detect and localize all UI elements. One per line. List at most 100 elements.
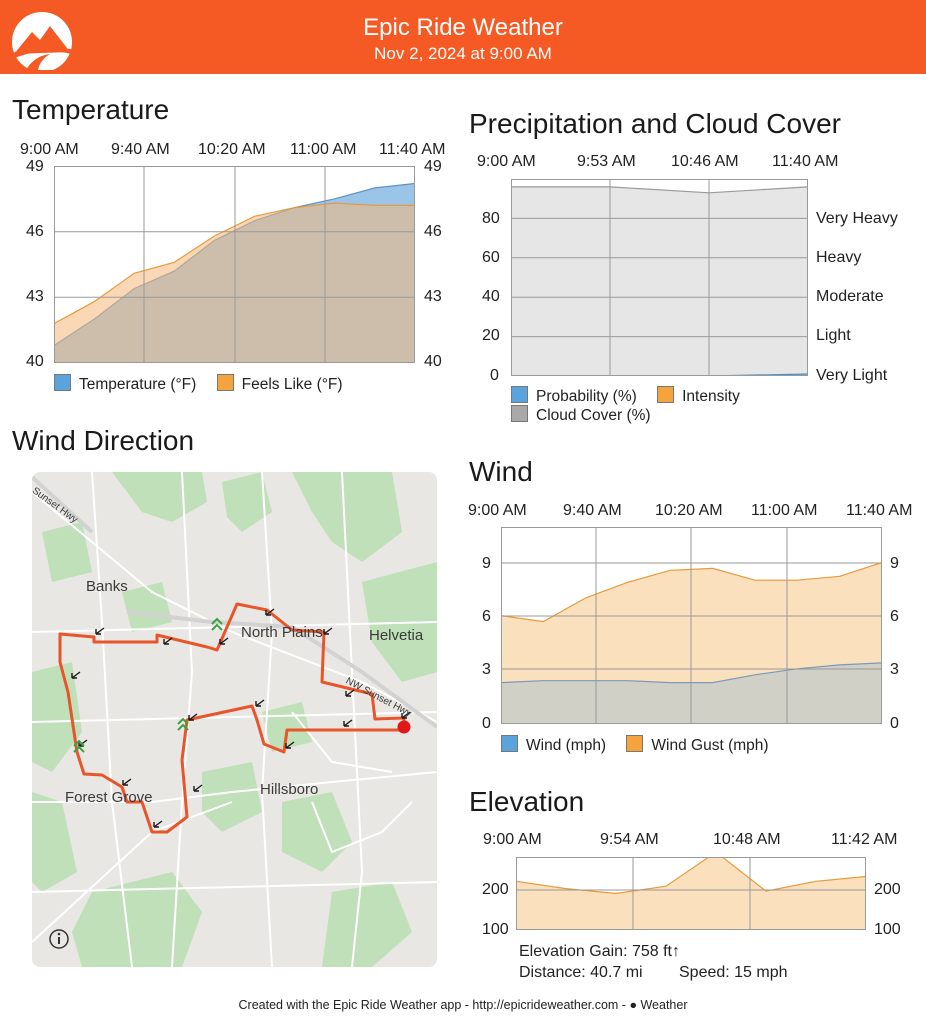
app-title: Epic Ride Weather bbox=[363, 14, 563, 41]
elevation-series-line bbox=[516, 857, 866, 895]
precip-x-tick: 9:00 AM bbox=[477, 153, 536, 170]
legend-item-feels-like: Feels Like (°F) bbox=[216, 374, 343, 393]
temp-y-tick-right: 49 bbox=[424, 158, 442, 175]
route-start-marker bbox=[397, 720, 411, 734]
legend-item-wind: Wind (mph) bbox=[501, 735, 606, 754]
elev-x-tick: 9:54 AM bbox=[600, 831, 659, 848]
precip-y-tick: 80 bbox=[482, 210, 500, 227]
precip-x-tick: 10:46 AM bbox=[671, 153, 739, 170]
precip-legend: Probability (%) Intensity bbox=[511, 386, 756, 406]
wind-x-tick: 10:20 AM bbox=[655, 502, 723, 519]
temp-x-tick: 10:20 AM bbox=[198, 141, 266, 158]
temperature-legend: Temperature (°F) Feels Like (°F) bbox=[54, 374, 359, 394]
cloud-cover-series-line bbox=[511, 186, 808, 194]
precip-x-tick: 11:40 AM bbox=[772, 153, 839, 170]
intensity-label: Moderate bbox=[816, 288, 884, 305]
speed: Speed: 15 mph bbox=[679, 964, 788, 981]
wind-title: Wind bbox=[469, 456, 533, 487]
elev-y-tick-right: 200 bbox=[874, 881, 901, 898]
elevation-series-area bbox=[516, 857, 866, 930]
plot-border bbox=[511, 179, 808, 376]
wind-chart bbox=[501, 527, 882, 724]
plot-border bbox=[54, 166, 415, 363]
map-highways bbox=[32, 475, 437, 729]
legend-item-wind-gust: Wind Gust (mph) bbox=[626, 735, 769, 754]
plot-border bbox=[516, 857, 866, 930]
intensity-label: Light bbox=[816, 327, 851, 344]
precip-title: Precipitation and Cloud Cover bbox=[469, 108, 841, 139]
distance: Distance: 40.7 mi bbox=[519, 964, 643, 981]
wind-x-tick: 11:40 AM bbox=[846, 502, 913, 519]
legend-item-temperature: Temperature (°F) bbox=[54, 374, 196, 393]
footer: Created with the Epic Ride Weather app -… bbox=[0, 998, 926, 1012]
elev-y-tick-right: 100 bbox=[874, 921, 901, 938]
wind-y-tick-right: 3 bbox=[890, 661, 899, 678]
temp-y-tick-right: 43 bbox=[424, 288, 442, 305]
map-label-banks: Banks bbox=[86, 578, 128, 595]
legend-item-cloud-cover: Cloud Cover (%) bbox=[511, 405, 651, 424]
temp-x-tick: 11:40 AM bbox=[379, 141, 446, 158]
mountain-road-logo-icon bbox=[4, 12, 82, 70]
wind-x-tick: 9:40 AM bbox=[563, 502, 622, 519]
temperature-chart bbox=[54, 166, 415, 363]
elev-x-tick: 9:00 AM bbox=[483, 831, 542, 848]
wind-y-tick: 3 bbox=[482, 661, 491, 678]
elev-x-tick: 11:42 AM bbox=[831, 831, 898, 848]
route-direction-chevrons bbox=[73, 617, 223, 753]
wind-y-tick: 9 bbox=[482, 555, 491, 572]
elev-y-tick: 100 bbox=[482, 921, 509, 938]
temp-y-tick: 43 bbox=[26, 288, 44, 305]
intensity-label: Heavy bbox=[816, 249, 862, 266]
temp-y-tick-right: 46 bbox=[424, 223, 442, 240]
apple-icon: ● bbox=[629, 998, 637, 1012]
precip-y-tick: 60 bbox=[482, 249, 500, 266]
precip-chart bbox=[511, 179, 808, 376]
elev-x-tick: 10:48 AM bbox=[713, 831, 781, 848]
ride-start-datetime: Nov 2, 2024 at 9:00 AM bbox=[374, 44, 552, 63]
wind-y-tick: 0 bbox=[482, 715, 491, 732]
temp-y-tick-right: 40 bbox=[424, 353, 442, 370]
wind-y-tick-right: 9 bbox=[890, 555, 899, 572]
temp-x-tick: 11:00 AM bbox=[290, 141, 357, 158]
temp-x-tick: 9:40 AM bbox=[111, 141, 170, 158]
route-path bbox=[58, 602, 406, 834]
precip-x-tick: 9:53 AM bbox=[577, 153, 636, 170]
wind-y-tick-right: 6 bbox=[890, 608, 899, 625]
temp-y-tick: 40 bbox=[26, 353, 44, 370]
elev-y-tick: 200 bbox=[482, 881, 509, 898]
info-icon[interactable] bbox=[49, 929, 69, 949]
map-canvas bbox=[32, 472, 437, 967]
wind-y-tick: 6 bbox=[482, 608, 491, 625]
app-header: Epic Ride Weather Nov 2, 2024 at 9:00 AM bbox=[0, 0, 926, 74]
temperature-title: Temperature bbox=[12, 94, 170, 125]
footer-text: Created with the Epic Ride Weather app -… bbox=[238, 998, 630, 1012]
map-parks bbox=[32, 472, 437, 967]
wind-x-tick: 11:00 AM bbox=[751, 502, 818, 519]
map-label-forest-grove: Forest Grove bbox=[65, 789, 153, 806]
elevation-chart bbox=[516, 857, 866, 930]
intensity-label: Very Heavy bbox=[816, 210, 898, 227]
wind-arrows bbox=[71, 608, 411, 828]
legend-item-probability: Probability (%) bbox=[511, 386, 637, 405]
precip-y-tick: 0 bbox=[490, 367, 499, 384]
intensity-label: Very Light bbox=[816, 367, 888, 384]
wind-y-tick-right: 0 bbox=[890, 715, 899, 732]
wind-direction-title: Wind Direction bbox=[12, 425, 195, 456]
temp-y-tick: 49 bbox=[26, 158, 44, 175]
precip-y-tick: 20 bbox=[482, 327, 500, 344]
route-map[interactable]: Banks North Plains Helvetia Forest Grove… bbox=[32, 472, 437, 967]
map-label-north-plains: North Plains bbox=[241, 624, 323, 641]
cloud-cover-series-area bbox=[511, 186, 808, 376]
plot-border bbox=[501, 527, 882, 724]
map-label-helvetia: Helvetia bbox=[369, 627, 424, 644]
temp-x-tick: 9:00 AM bbox=[20, 141, 79, 158]
temp-y-tick: 46 bbox=[26, 223, 44, 240]
elevation-title: Elevation bbox=[469, 786, 585, 817]
elevation-gain: Elevation Gain: 758 ft↑ bbox=[519, 943, 680, 960]
precip-y-tick: 40 bbox=[482, 288, 500, 305]
footer-weather-label: Weather bbox=[640, 998, 688, 1012]
wind-legend: Wind (mph) Wind Gust (mph) bbox=[501, 735, 785, 755]
wind-x-tick: 9:00 AM bbox=[468, 502, 527, 519]
precip-legend-row2: Cloud Cover (%) bbox=[511, 405, 667, 425]
legend-item-intensity: Intensity bbox=[657, 386, 740, 405]
